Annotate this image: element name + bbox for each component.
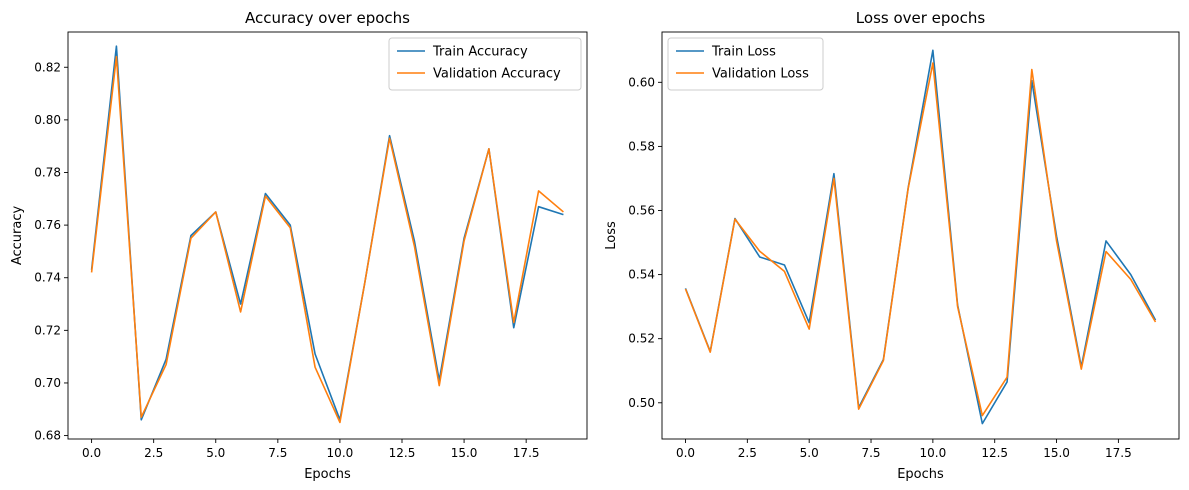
loss-chart-y-tick-label: 0.56 bbox=[628, 204, 655, 218]
train-accuracy-legend-label: Train Accuracy bbox=[432, 45, 528, 60]
loss-chart-panel: Loss over epochs Epochs Loss 0.0 2.5 5.0 7.… bbox=[604, 9, 1180, 482]
accuracy-chart-title: Accuracy over epochs bbox=[245, 9, 410, 27]
accuracy-chart-y-label: Accuracy bbox=[10, 206, 25, 266]
accuracy-chart-legend-box bbox=[388, 37, 582, 91]
accuracy-chart-y-tick-label: 0.80 bbox=[34, 113, 61, 127]
validation-loss-line bbox=[684, 62, 1157, 417]
accuracy-chart-y-tick-label: 0.74 bbox=[34, 271, 61, 285]
accuracy-chart-x-tick-label: 5.0 bbox=[206, 446, 225, 460]
accuracy-chart-x-tick-label: 12.5 bbox=[389, 446, 416, 460]
train-loss-legend-label: Train Loss bbox=[711, 45, 776, 60]
accuracy-chart-y-tick-label: 0.68 bbox=[34, 429, 61, 443]
loss-chart-ticks: 0.0 2.5 5.0 7.5 10.0 12.5 15.0 17.5 0.50 0.52 0.54… bbox=[628, 75, 1131, 460]
loss-chart-y-tick-label: 0.50 bbox=[628, 396, 655, 410]
accuracy-chart-x-tick-label: 2.5 bbox=[144, 446, 163, 460]
accuracy-chart-y-tick-label: 0.78 bbox=[34, 165, 61, 179]
loss-chart-y-tick-label: 0.58 bbox=[628, 139, 655, 153]
loss-chart-x-tick-label: 17.5 bbox=[1105, 446, 1132, 460]
loss-chart-x-tick-label: 5.0 bbox=[800, 446, 819, 460]
accuracy-chart-legend: Train Accuracy Validation Accuracy bbox=[388, 37, 582, 91]
accuracy-chart-panel: Accuracy over epochs Epochs Accuracy 0.0… bbox=[10, 9, 588, 482]
loss-chart-y-label: Loss bbox=[604, 221, 619, 250]
validation-accuracy-line bbox=[90, 55, 564, 424]
accuracy-chart-y-tick-label: 0.76 bbox=[34, 218, 61, 232]
loss-chart-x-tick-label: 2.5 bbox=[738, 446, 757, 460]
loss-chart-x-tick-label: 12.5 bbox=[981, 446, 1008, 460]
validation-accuracy-legend-label: Validation Accuracy bbox=[433, 67, 561, 82]
loss-chart-lines bbox=[684, 49, 1157, 425]
loss-chart-legend: Train Loss Validation Loss bbox=[667, 37, 824, 91]
loss-chart-y-tick-label: 0.60 bbox=[628, 75, 655, 89]
accuracy-chart-x-tick-label: 17.5 bbox=[513, 446, 540, 460]
accuracy-chart-x-tick-label: 7.5 bbox=[268, 446, 287, 460]
accuracy-chart-x-tick-label: 0.0 bbox=[82, 446, 101, 460]
accuracy-chart-ticks: 0.0 2.5 5.0 7.5 10.0 12.5 15.0 17.5 0.68 0.70 0.72… bbox=[34, 60, 539, 460]
accuracy-chart-y-tick-label: 0.72 bbox=[34, 323, 61, 337]
accuracy-chart-lines bbox=[90, 45, 564, 424]
loss-chart-axes-frame bbox=[661, 31, 1180, 440]
accuracy-chart-axes-frame bbox=[67, 31, 588, 440]
loss-chart-y-tick-label: 0.52 bbox=[628, 332, 655, 346]
accuracy-chart-y-tick-label: 0.82 bbox=[34, 60, 61, 74]
loss-chart-x-tick-label: 10.0 bbox=[920, 446, 947, 460]
loss-chart-x-tick-label: 0.0 bbox=[676, 446, 695, 460]
accuracy-chart-x-label: Epochs bbox=[304, 467, 351, 482]
accuracy-chart-x-tick-label: 15.0 bbox=[451, 446, 478, 460]
loss-chart-legend-box bbox=[667, 37, 824, 91]
loss-chart-x-label: Epochs bbox=[897, 467, 944, 482]
accuracy-chart-y-tick-label: 0.70 bbox=[34, 376, 61, 390]
validation-loss-legend-label: Validation Loss bbox=[712, 67, 809, 82]
accuracy-chart-x-tick-label: 10.0 bbox=[327, 446, 354, 460]
loss-chart-y-tick-label: 0.54 bbox=[628, 268, 655, 282]
loss-chart-x-tick-label: 15.0 bbox=[1043, 446, 1070, 460]
loss-chart-title: Loss over epochs bbox=[856, 9, 986, 27]
loss-chart-x-tick-label: 7.5 bbox=[861, 446, 880, 460]
